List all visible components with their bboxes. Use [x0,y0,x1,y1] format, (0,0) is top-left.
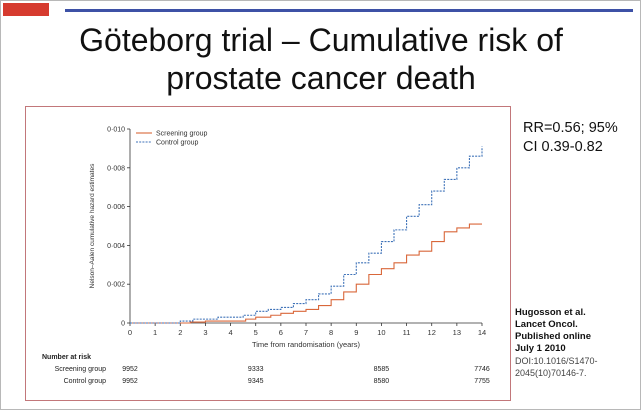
citation-date: July 1 2010 [515,343,566,354]
accent-rule [65,9,633,12]
risk-table-value: 9333 [248,366,264,373]
slide-title: Göteborg trial – Cumulative risk of pros… [31,21,611,97]
y-axis-label: Nelson–Aalen cumulative hazard estimates [89,163,96,288]
y-tick-label: 0·006 [107,204,125,211]
x-tick-label: 2 [178,328,182,337]
x-axis-label: Time from randomisation (years) [252,340,361,349]
y-tick-label: 0·002 [107,282,125,289]
x-tick-label: 5 [254,328,258,337]
y-tick-label: 0·008 [107,165,125,172]
citation-journal: Lancet Oncol. [515,319,578,330]
x-tick-label: 0 [128,328,132,337]
citation-published: Published online [515,331,592,342]
figure-frame: 0 0·002 0·004 0·006 0·008 0·010 0 1 2 3 4 5 6 7 8 9 10 11… [25,106,511,401]
risk-table-value: 8580 [374,378,390,385]
citation-authors: Hugosson et al. [515,307,586,318]
citation-doi-1: DOI:10.1016/S1470- [515,356,598,366]
y-tick-label: 0·010 [107,127,125,134]
citation: Hugosson et al. Lancet Oncol. Published … [515,307,639,379]
x-tick-label: 13 [453,328,461,337]
citation-doi-2: 2045(10)70146-7. [515,368,587,378]
x-tick-label: 14 [478,328,486,337]
x-tick-label: 12 [428,328,436,337]
title-line-2: prostate cancer death [166,60,476,96]
risk-table-row-label: Screening group [55,366,106,373]
risk-table-value: 7755 [474,378,490,385]
y-tick-label: 0·004 [107,243,125,250]
x-tick-label: 9 [354,328,358,337]
x-tick-label: 11 [403,328,411,337]
legend-label: Screening group [156,131,207,138]
risk-table-value: 9952 [122,378,138,385]
relative-risk-line-2: CI 0.39-0.82 [523,139,603,155]
risk-table-value: 9952 [122,366,138,373]
risk-table-header: Number at risk [42,354,91,361]
x-tick-label: 8 [329,328,333,337]
x-tick-label: 10 [377,328,385,337]
x-tick-label: 4 [228,328,232,337]
title-line-1: Göteborg trial – Cumulative risk of [79,22,563,58]
accent-bar [3,3,49,16]
risk-table-row-label: Control group [64,378,107,385]
legend-label: Control group [156,140,199,147]
relative-risk-box: RR=0.56; 95% CI 0.39-0.82 [523,119,635,157]
x-tick-label: 7 [304,328,308,337]
x-tick-label: 6 [279,328,283,337]
x-tick-label: 1 [153,328,157,337]
series-line-control [130,146,483,324]
series-line-screening [130,223,482,324]
y-tick-label: 0 [121,321,125,328]
risk-table-value: 7746 [474,366,490,373]
relative-risk-line-1: RR=0.56; 95% [523,120,618,136]
risk-table-value: 8585 [374,366,390,373]
x-tick-label: 3 [203,328,207,337]
risk-table-value: 9345 [248,378,264,385]
